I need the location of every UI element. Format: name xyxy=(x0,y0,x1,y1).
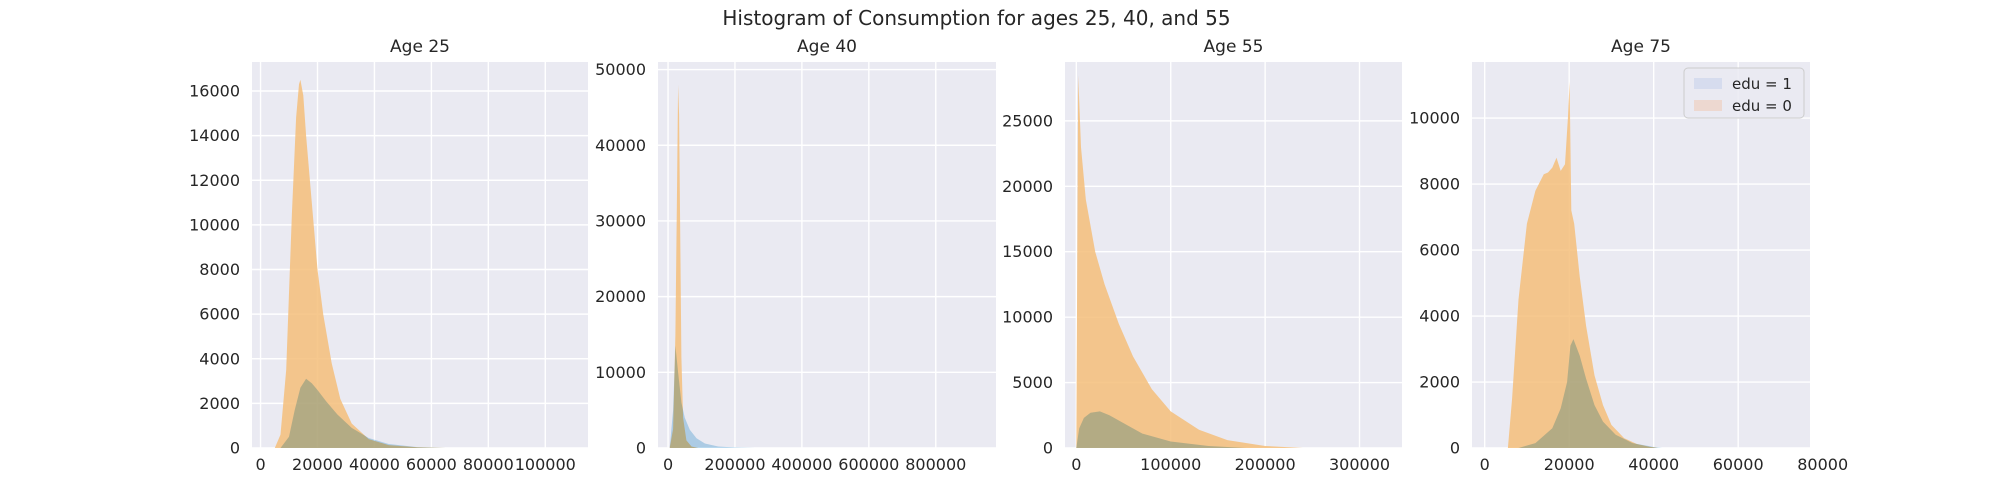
panel-3: 0 100000 200000 300000 0 5000 10000 15000 20000 2… xyxy=(1002,37,1402,474)
y-tick-label: 10000 xyxy=(595,363,646,382)
x-tick-label: 0 xyxy=(255,455,265,474)
legend-label: edu = 1 xyxy=(1732,75,1792,93)
legend: edu = 1 edu = 0 xyxy=(1683,67,1805,119)
legend-swatch xyxy=(1694,100,1722,111)
panel-title: Age 55 xyxy=(1204,37,1264,57)
y-tick-label: 5000 xyxy=(1012,373,1053,392)
x-tick-label: 100000 xyxy=(1140,455,1201,474)
panel-2: 0 200000 400000 600000 800000 0 10000 20000 3000… xyxy=(595,37,996,474)
y-tick-label: 40000 xyxy=(595,136,646,155)
x-tick-label: 80000 xyxy=(1797,455,1848,474)
panel-title: Age 75 xyxy=(1611,37,1671,57)
histogram-series-edu-1 xyxy=(1076,411,1247,448)
histogram-series-edu-0 xyxy=(1507,81,1658,448)
histogram-series-edu-1 xyxy=(1518,339,1663,448)
x-tick-label: 600000 xyxy=(838,455,899,474)
y-tick-label: 20000 xyxy=(1002,177,1053,196)
panel-1: 0 20000 40000 60000 80000 100000 0 2000 4000 6000… xyxy=(189,37,588,474)
y-tick-label: 10000 xyxy=(189,215,240,234)
histogram-series-edu-1 xyxy=(280,378,446,448)
y-tick-label: 12000 xyxy=(189,171,240,190)
legend-label: edu = 0 xyxy=(1732,97,1792,115)
figure-title: Histogram of Consumption for ages 25, 40… xyxy=(722,6,1231,30)
histogram-series-edu-0 xyxy=(1076,75,1303,448)
y-tick-label: 10000 xyxy=(1409,109,1460,128)
y-tick-label: 6000 xyxy=(1419,241,1460,260)
x-tick-label: 200000 xyxy=(704,455,765,474)
x-tick-label: 40000 xyxy=(349,455,400,474)
x-tick-label: 0 xyxy=(1480,455,1490,474)
x-tick-label: 0 xyxy=(1071,455,1081,474)
y-tick-label: 4000 xyxy=(199,349,240,368)
x-tick-label: 20000 xyxy=(292,455,343,474)
panel-4: 0 20000 40000 60000 80000 0 2000 4000 6000 8000 10… xyxy=(1409,37,1848,474)
histogram-series-edu-1 xyxy=(669,345,755,448)
histogram-series-edu-0 xyxy=(274,79,446,448)
x-tick-label: 300000 xyxy=(1329,455,1390,474)
x-tick-label: 60000 xyxy=(406,455,457,474)
x-tick-label: 80000 xyxy=(463,455,514,474)
y-tick-label: 30000 xyxy=(595,211,646,230)
x-tick-label: 200000 xyxy=(1235,455,1296,474)
y-tick-label: 25000 xyxy=(1002,111,1053,130)
y-tick-label: 6000 xyxy=(199,305,240,324)
y-tick-label: 0 xyxy=(230,439,240,458)
x-tick-label: 60000 xyxy=(1713,455,1764,474)
x-tick-label: 20000 xyxy=(1544,455,1595,474)
y-tick-label: 15000 xyxy=(1002,242,1053,261)
panel-title: Age 25 xyxy=(390,37,450,57)
y-tick-label: 0 xyxy=(1450,439,1460,458)
y-tick-label: 14000 xyxy=(189,126,240,145)
y-tick-label: 8000 xyxy=(199,260,240,279)
x-tick-label: 40000 xyxy=(1628,455,1679,474)
y-tick-label: 0 xyxy=(1043,439,1053,458)
y-tick-label: 16000 xyxy=(189,82,240,101)
y-tick-label: 2000 xyxy=(199,394,240,413)
y-tick-label: 4000 xyxy=(1419,307,1460,326)
y-tick-label: 2000 xyxy=(1419,373,1460,392)
x-tick-label: 800000 xyxy=(905,455,966,474)
y-tick-label: 20000 xyxy=(595,287,646,306)
x-tick-label: 0 xyxy=(663,455,673,474)
plot-background xyxy=(658,62,996,448)
y-tick-label: 10000 xyxy=(1002,308,1053,327)
x-tick-label: 100000 xyxy=(515,455,576,474)
legend-swatch xyxy=(1694,78,1722,89)
y-tick-label: 0 xyxy=(636,439,646,458)
histogram-series-edu-0 xyxy=(669,84,699,448)
panel-title: Age 40 xyxy=(797,37,857,57)
y-tick-label: 8000 xyxy=(1419,175,1460,194)
y-tick-label: 50000 xyxy=(595,60,646,79)
x-tick-label: 400000 xyxy=(771,455,832,474)
